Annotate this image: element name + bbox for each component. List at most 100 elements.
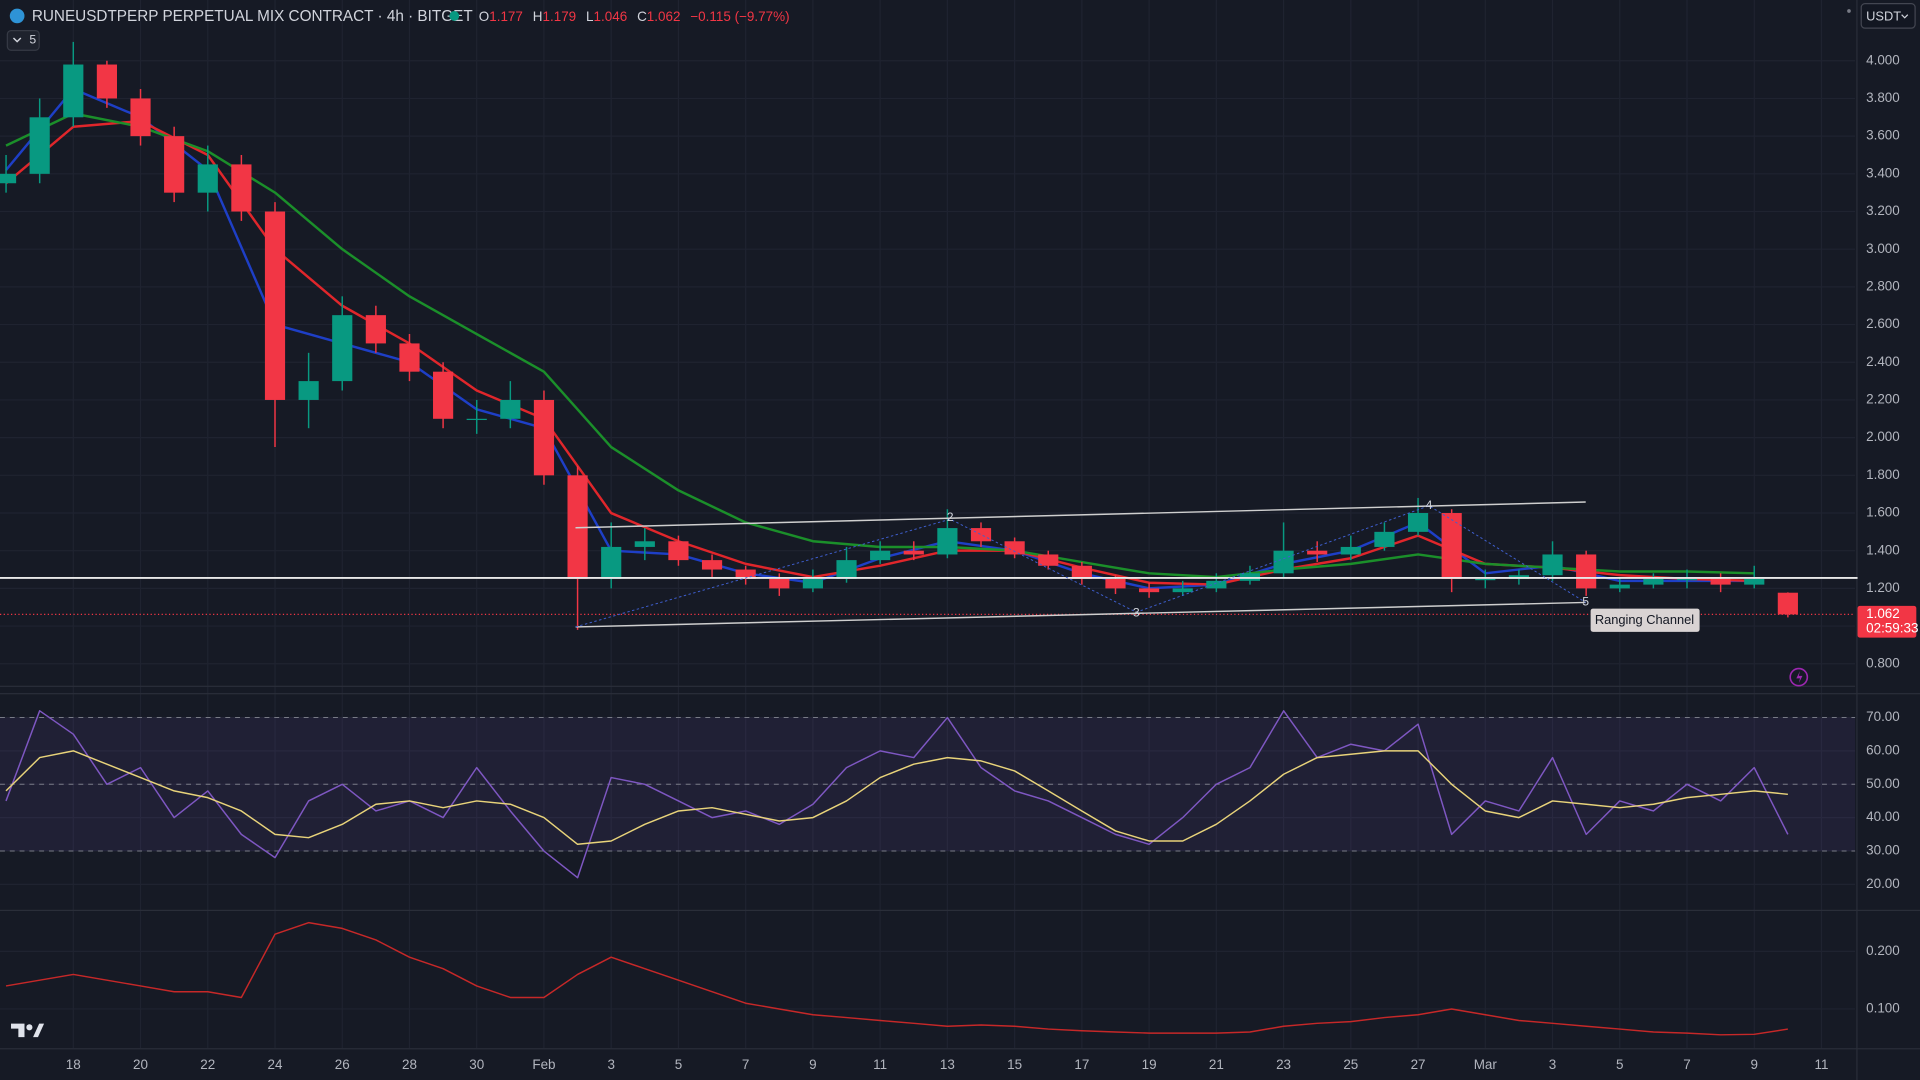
alert-icon[interactable]: [1789, 667, 1809, 687]
symbol-title: RUNEUSDTPERP PERPETUAL MIX CONTRACT · 4h…: [32, 8, 473, 25]
x-tick-label: 5: [1616, 1057, 1623, 1072]
candle-body: [1273, 550, 1294, 574]
x-tick-label: 26: [335, 1057, 350, 1072]
candle-body: [1139, 588, 1160, 593]
x-tick-label: 22: [200, 1057, 215, 1072]
indicator-toggle[interactable]: 5: [6, 30, 40, 51]
price-axis-border: [1856, 0, 1858, 1080]
logo-part: [11, 1023, 25, 1038]
candle-body: [970, 528, 992, 542]
x-tick-label: 20: [133, 1057, 148, 1072]
annotation-text: Ranging Channel: [1595, 612, 1694, 627]
candle-body: [1744, 578, 1765, 585]
x-tick-label: 24: [268, 1057, 283, 1072]
candle-body: [0, 173, 17, 184]
y-tick-label: 50.00: [1866, 776, 1900, 791]
candle-body: [937, 528, 958, 555]
candle-body: [231, 164, 252, 212]
candle-body: [298, 381, 319, 400]
x-tick-label: 15: [1007, 1057, 1022, 1072]
chevron: [12, 37, 22, 43]
x-tick-label: Mar: [1474, 1057, 1498, 1072]
y-tick-label: 70.00: [1866, 709, 1900, 724]
candle-body: [1676, 578, 1698, 581]
candle-body: [29, 117, 50, 174]
x-tick-label: 25: [1343, 1057, 1358, 1072]
pane-separator: [0, 909, 1920, 912]
ohlc: O1.177 H1.179 L1.046 C1.062 −0.115 (−9.7…: [479, 9, 790, 24]
x-tick-label: 11: [873, 1057, 887, 1072]
wave-label: 5: [1582, 595, 1589, 609]
currency-box[interactable]: [1860, 3, 1916, 29]
y-tick-label: 2.600: [1866, 316, 1900, 331]
symbol-logo: [9, 8, 25, 24]
indicator-badge[interactable]: [6, 30, 40, 51]
pane-separator: [0, 693, 1920, 695]
ohlc-label: O: [479, 9, 489, 24]
currency-button[interactable]: USDT: [1860, 3, 1916, 29]
y-tick-label: 1.400: [1866, 542, 1900, 557]
line-series: [5, 921, 1788, 1036]
candle-body: [96, 64, 117, 99]
pane-separator: [0, 685, 1856, 687]
candle-body: [197, 164, 218, 193]
candle-body: [1475, 578, 1496, 581]
x-tick-label: 3: [607, 1057, 614, 1072]
candle-body: [1643, 578, 1664, 585]
ohlc-label: C: [637, 9, 647, 24]
candle-body: [769, 578, 790, 589]
y-tick-label: 3.400: [1866, 165, 1900, 180]
candle-body: [365, 315, 386, 344]
candle-body: [701, 560, 723, 570]
x-tick-label: 21: [1209, 1057, 1224, 1072]
candle-body: [870, 550, 891, 561]
candle-body: [264, 211, 286, 400]
level-band: [0, 717, 1856, 852]
indicator-count: 5: [29, 33, 36, 47]
y-tick-label: 2.800: [1866, 278, 1900, 293]
ohlc-value: 1.177: [489, 9, 523, 24]
logo-part: [33, 1023, 45, 1038]
x-tick-label: 19: [1142, 1057, 1157, 1072]
candle-body: [332, 315, 353, 382]
y-tick-label: 2.200: [1866, 392, 1900, 407]
x-tick-label: 28: [402, 1057, 417, 1072]
y-tick-label: 2.000: [1866, 429, 1900, 444]
annotation-box: [1590, 608, 1700, 632]
candle-body: [1710, 578, 1731, 585]
moving-average: [5, 119, 1755, 586]
channel-bottom: [575, 601, 1586, 628]
x-tick-label: 13: [940, 1057, 955, 1072]
candle-body: [164, 136, 185, 193]
y-tick-label: 0.800: [1866, 655, 1900, 670]
wave-label: 3: [1133, 606, 1140, 620]
candle-body: [1407, 513, 1429, 532]
y-tick-label: 20.00: [1866, 876, 1900, 891]
ohlc-value: 1.046: [594, 9, 628, 24]
y-tick-label: 60.00: [1866, 742, 1900, 757]
x-tick-label: Feb: [532, 1057, 555, 1072]
candle-body: [802, 578, 823, 589]
wave-label: 4: [1426, 498, 1433, 512]
candle-body: [130, 98, 151, 137]
y-tick-label: 1.200: [1866, 580, 1900, 595]
candle-body: [735, 569, 756, 579]
y-tick-label: 3.200: [1866, 203, 1900, 218]
x-tick-label: 7: [742, 1057, 749, 1072]
candle-body: [668, 541, 689, 561]
x-tick-label: 18: [66, 1057, 81, 1072]
y-tick-label: 3.800: [1866, 90, 1900, 105]
chevron: [1901, 14, 1909, 19]
candle-body: [466, 418, 487, 421]
candle-body: [433, 371, 454, 419]
candle-body: [1206, 580, 1227, 589]
candle-body: [1777, 592, 1798, 615]
y-tick-label: 0.100: [1866, 1001, 1900, 1016]
y-tick-label: 3.000: [1866, 241, 1900, 256]
channel-top: [575, 501, 1586, 529]
tv-logo: [11, 1023, 45, 1038]
candle-body: [1542, 554, 1563, 576]
x-tick-label: 17: [1074, 1057, 1089, 1072]
